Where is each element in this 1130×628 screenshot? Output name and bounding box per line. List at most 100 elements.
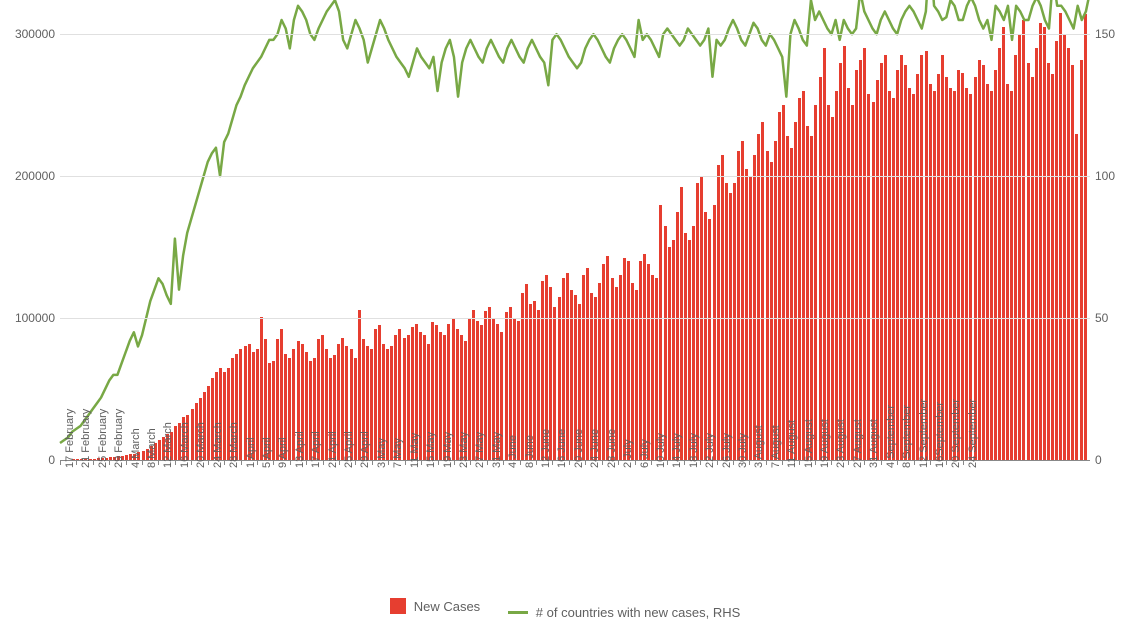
y-left-tick-label: 100000 (0, 311, 55, 325)
x-tick-label: 2 July (622, 439, 634, 468)
x-tick (881, 460, 882, 465)
x-tick (158, 460, 159, 465)
x-tick-label: 14 July (671, 433, 683, 468)
x-tick (290, 460, 291, 465)
x-tick (700, 460, 701, 465)
x-tick (142, 460, 143, 465)
x-tick (520, 460, 521, 465)
x-tick-label: 3 August (753, 425, 765, 468)
x-tick (963, 460, 964, 465)
x-tick (487, 460, 488, 465)
line-series (60, 20, 1090, 460)
x-tick-label: 29 February (113, 409, 125, 468)
x-tick-label: 3 May (376, 438, 388, 468)
x-tick (602, 460, 603, 465)
x-tick-label: 8 June (524, 435, 536, 468)
x-tick (339, 460, 340, 465)
x-tick-label: 24 September (967, 399, 979, 468)
x-tick-label: 23 August (835, 419, 847, 468)
x-tick-label: 17 February (64, 409, 76, 468)
x-tick (815, 460, 816, 465)
x-tick (536, 460, 537, 465)
x-tick-label: 19 August (819, 419, 831, 468)
x-tick-label: 12 June (540, 429, 552, 468)
x-tick-label: 12 March (162, 422, 174, 468)
x-tick-label: 16 June (556, 429, 568, 468)
x-tick-label: 7 August (770, 425, 782, 468)
x-tick-label: 30 July (737, 433, 749, 468)
legend-label: # of countries with new cases, RHS (536, 605, 740, 620)
x-tick-label: 8 March (146, 428, 158, 468)
x-tick-label: 29 April (359, 431, 371, 468)
x-tick (749, 460, 750, 465)
x-tick-label: 8 September (901, 405, 913, 468)
x-tick (421, 460, 422, 465)
gridline (60, 176, 1090, 177)
x-tick-label: 15 May (425, 432, 437, 468)
x-tick-label: 28 June (606, 429, 618, 468)
x-tick-label: 20 March (195, 422, 207, 468)
x-tick (191, 460, 192, 465)
x-tick (569, 460, 570, 465)
x-tick (831, 460, 832, 465)
x-tick (684, 460, 685, 465)
x-tick-label: 10 July (655, 433, 667, 468)
x-tick-label: 6 July (639, 439, 651, 468)
x-tick (848, 460, 849, 465)
x-tick (224, 460, 225, 465)
legend: New Cases # of countries with new cases,… (0, 598, 1130, 620)
x-tick-label: 9 April (277, 437, 289, 468)
y-right-tick-label: 100 (1095, 169, 1130, 183)
x-tick-label: 11 May (409, 433, 421, 468)
legend-swatch-bar (390, 598, 406, 614)
x-tick (782, 460, 783, 465)
x-tick-label: 22 July (704, 433, 716, 468)
x-tick-label: 20 June (573, 429, 585, 468)
gridline (60, 318, 1090, 319)
x-tick-label: 31 August (868, 419, 880, 468)
x-tick-label: 13 April (294, 431, 306, 468)
x-tick (618, 460, 619, 465)
x-tick-label: 15 August (803, 419, 815, 468)
x-tick (60, 460, 61, 465)
x-tick-label: 12 September (918, 399, 930, 468)
x-tick-label: 4 March (130, 428, 142, 468)
x-tick (372, 460, 373, 465)
x-tick (930, 460, 931, 465)
x-tick (257, 460, 258, 465)
x-tick-label: 1 April (245, 437, 257, 468)
x-tick-label: 24 June (589, 429, 601, 468)
x-tick-label: 26 July (721, 433, 733, 468)
y-left-tick-label: 300000 (0, 27, 55, 41)
x-tick (766, 460, 767, 465)
x-tick-label: 25 February (97, 409, 109, 468)
chart-container: 0100000200000300000 050100150 17 Februar… (0, 0, 1130, 628)
y-left-tick-label: 0 (0, 453, 55, 467)
x-tick-label: 27 May (474, 432, 486, 468)
legend-label: New Cases (414, 599, 480, 614)
y-right-tick-label: 150 (1095, 27, 1130, 41)
x-tick (717, 460, 718, 465)
x-tick-label: 5 April (261, 437, 273, 468)
x-tick-label: 18 July (688, 433, 700, 468)
x-tick (470, 460, 471, 465)
x-tick (126, 460, 127, 465)
x-tick (635, 460, 636, 465)
line-path (60, 0, 1090, 443)
x-tick (208, 460, 209, 465)
x-tick-label: 4 September (885, 405, 897, 468)
legend-swatch-line (508, 611, 528, 614)
x-tick (454, 460, 455, 465)
x-tick (914, 460, 915, 465)
x-tick (438, 460, 439, 465)
x-axis-labels: 17 February21 February25 February29 Febr… (60, 462, 1090, 582)
plot-area (60, 20, 1090, 460)
x-tick (175, 460, 176, 465)
x-tick (306, 460, 307, 465)
x-tick (241, 460, 242, 465)
x-tick-label: 11 August (786, 420, 798, 468)
x-tick (355, 460, 356, 465)
x-tick-label: 16 March (179, 422, 191, 468)
x-tick-label: 24 March (212, 422, 224, 468)
x-tick (273, 460, 274, 465)
